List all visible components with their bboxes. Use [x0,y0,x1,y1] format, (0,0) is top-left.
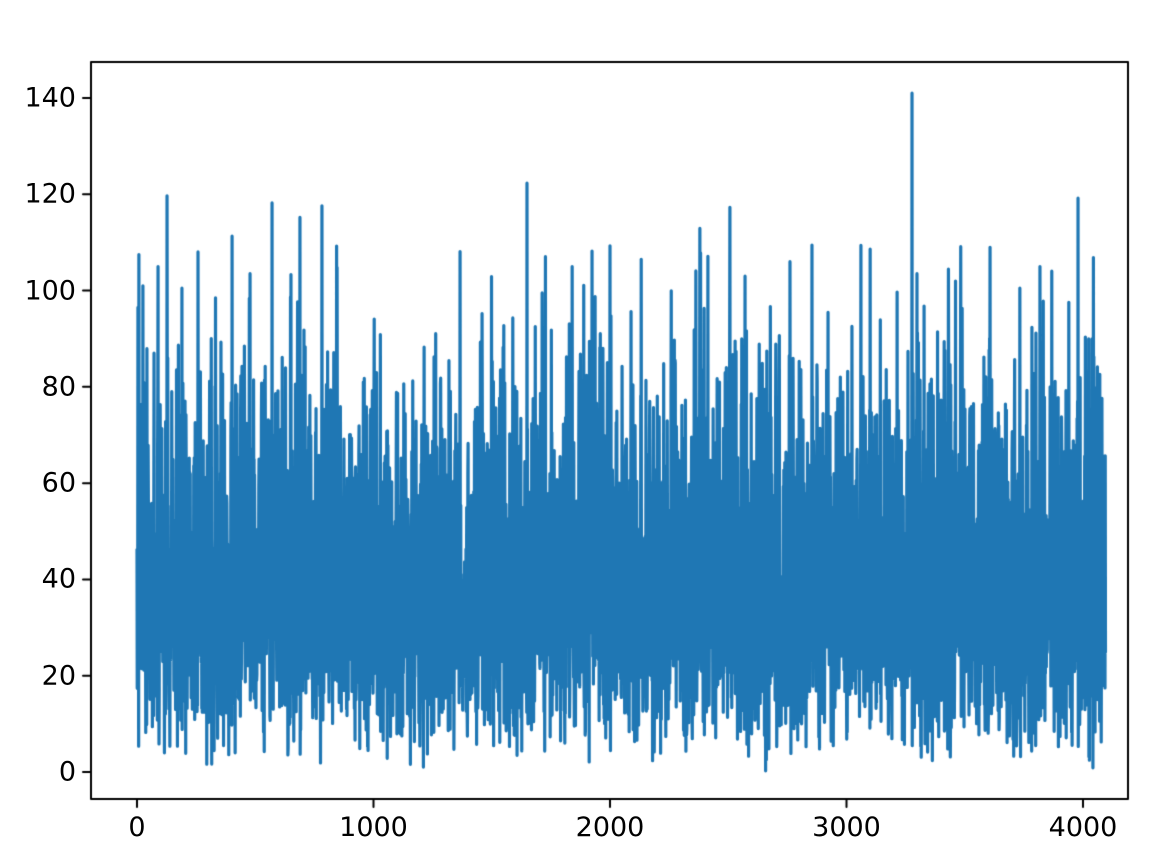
y-axis-tick-label: 20 [41,660,76,692]
y-axis-tick-label: 140 [24,82,76,114]
x-axis-tick-label: 2000 [575,812,645,843]
y-axis-tick-label: 60 [41,467,76,499]
x-axis-tick-label: 4000 [1048,812,1118,843]
x-axis-tick-label: 0 [128,812,146,843]
y-axis-tick-label: 0 [58,756,76,788]
y-axis-tick-label: 120 [24,178,76,210]
y-axis-tick-label: 40 [41,563,76,595]
x-axis-tick-label: 3000 [812,812,881,843]
y-axis-tick-label: 100 [24,275,76,307]
y-axis-tick-label: 80 [41,371,76,403]
x-axis-tick-label: 1000 [339,812,408,843]
